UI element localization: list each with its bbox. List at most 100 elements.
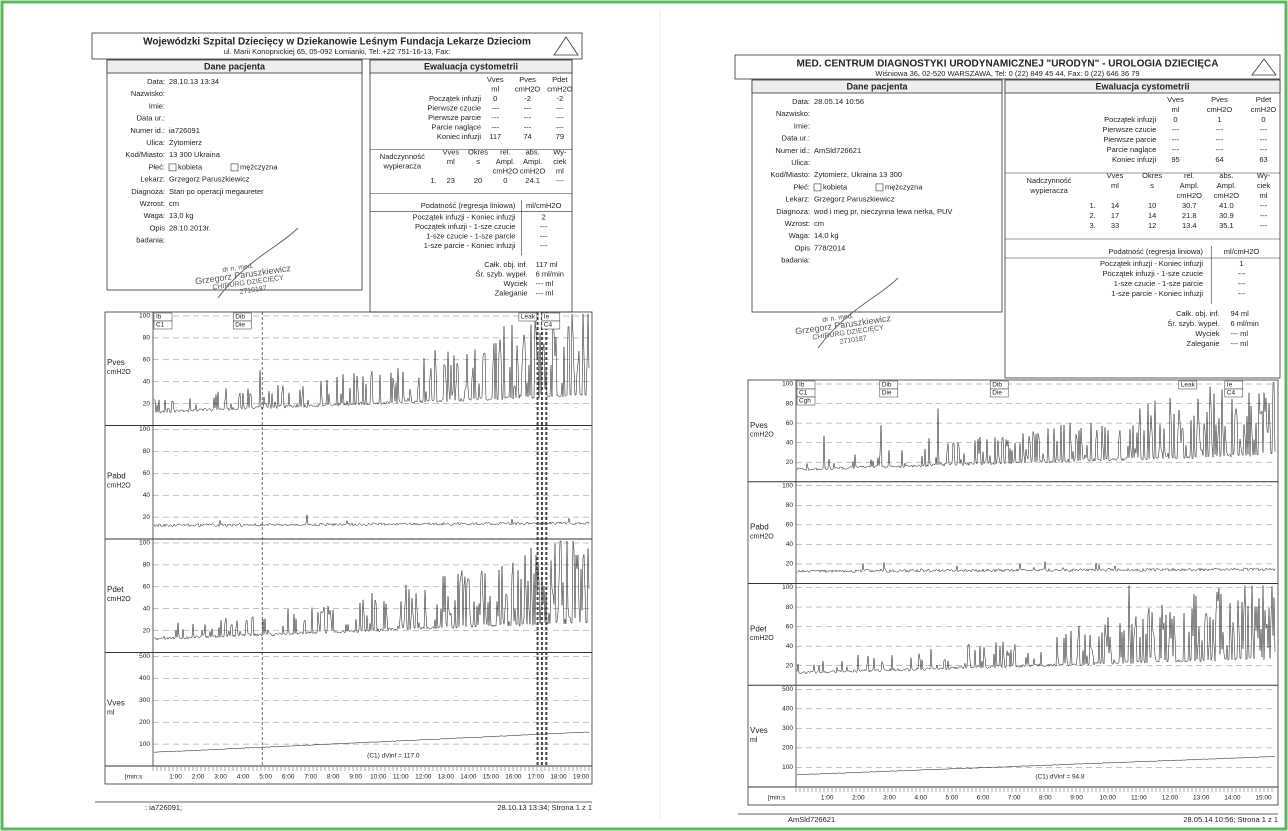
row-label: Koniec infuzji	[437, 132, 482, 141]
marker-label: C1	[799, 390, 808, 397]
cell: 1	[1239, 259, 1243, 268]
column-header: Okres	[468, 147, 488, 156]
footer-right: 28.05.14 10:56; Strona 1 z 1	[1183, 815, 1278, 824]
patient-heading: Dane pacjenta	[204, 61, 266, 71]
scan-page: Wojewódzki Szpital Dziecięcy w Dziekanow…	[0, 0, 1288, 831]
time-label: 12:00	[1162, 795, 1179, 802]
overactivity-label: wypieracza	[1029, 186, 1068, 195]
cell: ---	[1260, 135, 1268, 144]
marker-label: Die	[882, 390, 892, 397]
cell: ---	[1216, 145, 1224, 154]
row-label: 1-sze czucie - 1-sze parcie	[426, 231, 515, 240]
patient-value: 14.0 kg	[814, 231, 839, 240]
marker-label: Dib	[882, 382, 892, 389]
row-label: Wyciek	[1195, 329, 1219, 338]
header-title: Wojewódzki Szpital Dziecięcy w Dziekanow…	[143, 37, 531, 48]
row-label: Całk. obj. inf.	[484, 260, 527, 269]
time-label: 3:00	[883, 795, 896, 802]
column-header: Vves	[1167, 95, 1184, 104]
cell: ---	[1260, 221, 1268, 230]
marker-label: Cgh	[799, 398, 811, 405]
column-header: abs.	[526, 147, 540, 156]
tick-label: 100	[139, 540, 150, 547]
time-unit: [min:s	[768, 795, 786, 802]
tick-label: 80	[786, 400, 794, 407]
patient-value: Żytomierz	[169, 138, 202, 147]
time-label: 15:00	[1255, 795, 1272, 802]
cell: 64	[1215, 155, 1223, 164]
column-header: s	[476, 157, 480, 166]
marker-label: Ib	[799, 382, 805, 389]
patient-value: 13,0 kg	[169, 211, 194, 220]
header-address: Wiśniowa 36, 02-520 WARSZAWA, Tel: 0 (22…	[875, 69, 1139, 78]
tick-label: 20	[786, 459, 794, 466]
tick-label: 80	[786, 502, 794, 509]
column-header: Ampl.	[1180, 181, 1199, 190]
tick-label: 20	[143, 514, 151, 521]
patient-label: Waga:	[789, 231, 810, 240]
channel-name: Pdet	[750, 624, 767, 633]
footer-left: : ia726091;	[145, 803, 182, 812]
cell: ---	[1172, 145, 1180, 154]
cell: 30.7	[1182, 201, 1197, 210]
cell: 20	[474, 176, 482, 185]
patient-value: wod i meg pr, nieczynna lewa nerka, PUV	[813, 207, 952, 216]
time-label: 10:00	[370, 774, 387, 781]
tick-label: 200	[782, 745, 793, 752]
time-label: 15:00	[483, 774, 500, 781]
time-label: 5:00	[259, 774, 272, 781]
patient-label: Płeć:	[148, 162, 165, 171]
tick-label: 500	[782, 686, 793, 693]
tick-label: 20	[143, 627, 151, 634]
volume-note: (C1) dVinf = 117.0	[367, 753, 420, 760]
cell: 24.1	[525, 176, 540, 185]
time-label: 18:00	[550, 774, 567, 781]
tick-label: 20	[143, 400, 151, 407]
cell: ---	[1260, 145, 1268, 154]
cell: ---	[556, 176, 564, 185]
cell: ---	[491, 122, 499, 131]
cell: 0	[503, 176, 507, 185]
time-label: 2:00	[192, 774, 205, 781]
cell: ---	[540, 241, 548, 250]
time-label: 7:00	[304, 774, 317, 781]
cell: 117 ml	[536, 260, 558, 269]
patient-label: Lekarz:	[785, 195, 810, 204]
patient-label: Numer id.:	[775, 146, 810, 155]
column-header: ml	[556, 166, 564, 175]
tick-label: 40	[786, 439, 794, 446]
cell: 94 ml	[1231, 309, 1250, 318]
marker-label: C1	[156, 322, 165, 329]
tick-label: 100	[139, 426, 150, 433]
row-label: Całk. obj. inf.	[1176, 309, 1219, 318]
row-label: Koniec infuzji	[1112, 155, 1157, 164]
cell: ---	[1260, 125, 1268, 134]
channel-name: Pabd	[750, 523, 769, 532]
tick-label: 100	[139, 741, 150, 748]
row-label: Pierwsze czucie	[1102, 125, 1156, 134]
column-header: cmH2O	[1207, 105, 1233, 114]
patient-label: Imie:	[794, 121, 810, 130]
channel-name: ml	[107, 709, 115, 716]
marker-label: Die	[992, 390, 1002, 397]
patient-label: Ulica:	[146, 138, 165, 147]
time-label: 4:00	[237, 774, 250, 781]
channel-name: Vves	[750, 726, 768, 735]
marker-label: Ie	[1227, 382, 1233, 389]
column-header: cmH2O	[520, 166, 546, 175]
channel-name: ml	[750, 737, 758, 744]
cell: ---	[540, 222, 548, 231]
compliance-unit: ml/cmH2O	[526, 201, 562, 210]
patient-value: ia726091	[169, 126, 200, 135]
cell: ---	[524, 113, 532, 122]
time-label: 2:00	[852, 795, 865, 802]
cell: 79	[556, 132, 564, 141]
cell: ---	[491, 113, 499, 122]
tick-label: 40	[143, 492, 151, 499]
cell: 117	[489, 132, 501, 141]
column-header: rel.	[500, 147, 510, 156]
column-header: cmH2O	[1177, 191, 1203, 200]
cell: 14	[1111, 201, 1119, 210]
overactivity-label: Nadczynność	[380, 152, 425, 161]
page: {"documents": [ {"header": {"title": "Wo…	[0, 0, 1288, 831]
